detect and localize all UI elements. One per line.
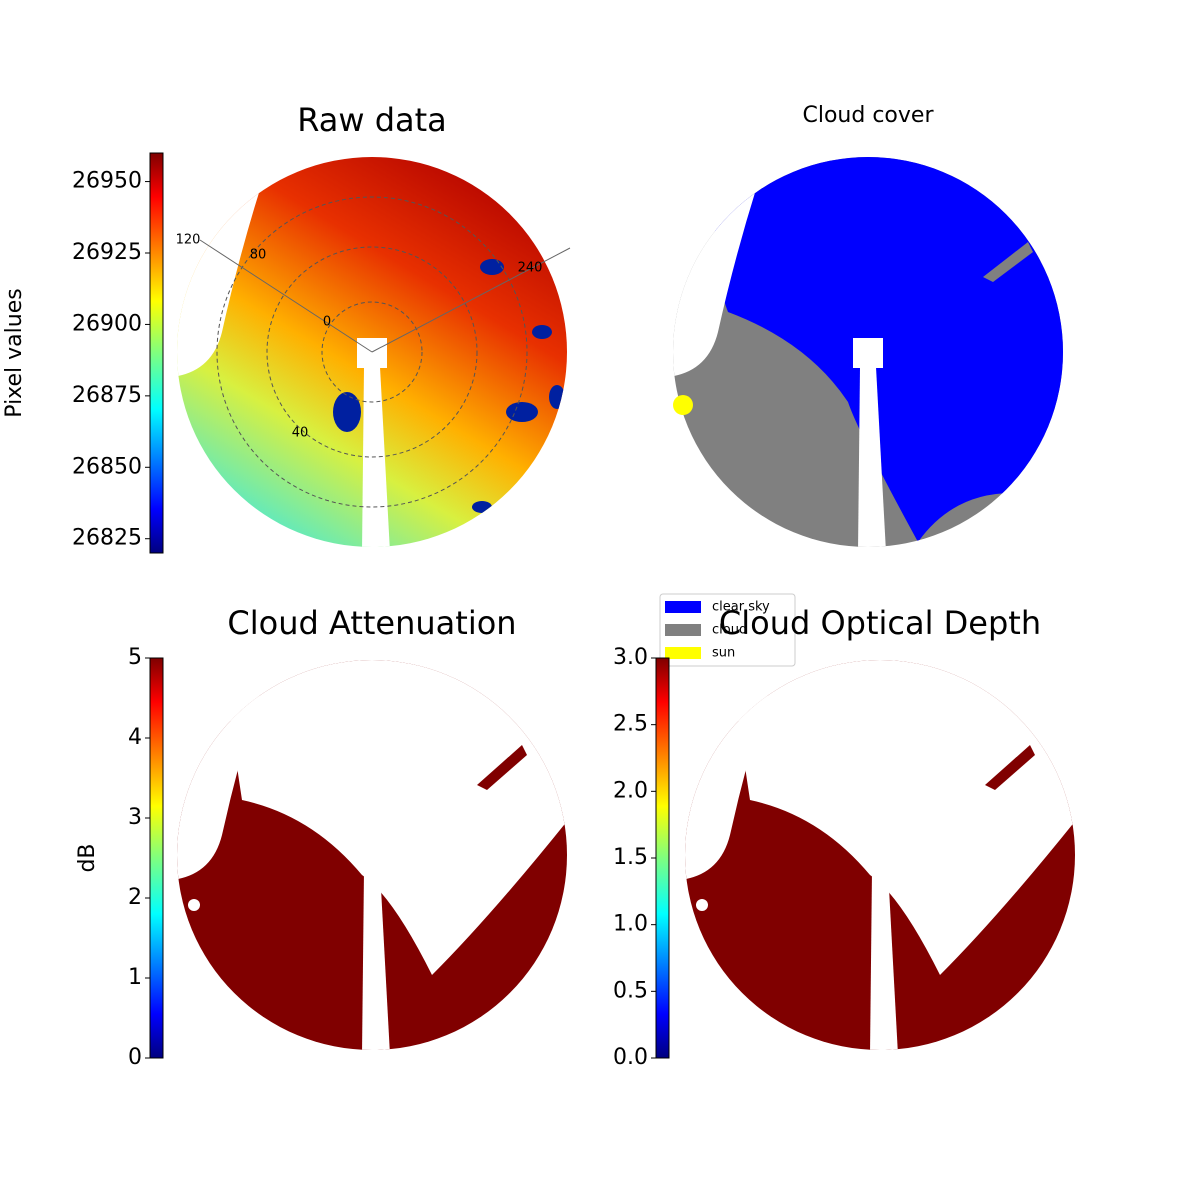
panel-title: Cloud Attenuation — [227, 604, 516, 642]
mast-strip — [870, 870, 898, 1050]
cloud-band — [985, 745, 1035, 790]
legend-swatch — [665, 624, 701, 636]
colorbar-tick-label: 5 — [128, 645, 142, 670]
sky-content — [177, 157, 567, 547]
mast-strip — [362, 367, 390, 547]
sky-image — [177, 157, 567, 547]
legend-swatch — [665, 647, 701, 659]
blob — [532, 325, 552, 339]
colorbar-tick-label: 3 — [128, 805, 142, 830]
colorbar-tick-label: 2.5 — [613, 712, 648, 737]
colorbar-tick-label: 1.5 — [613, 845, 648, 870]
polar-label: 80 — [250, 248, 267, 263]
legend-label: sun — [712, 646, 735, 661]
clear-area — [222, 660, 567, 975]
colorbar-tick-label: 26850 — [72, 454, 142, 479]
colorbar-tick-label: 26950 — [72, 169, 142, 194]
panel-title: Cloud cover — [803, 103, 935, 128]
clear-area — [714, 157, 1063, 542]
sky-content — [685, 660, 1075, 1050]
colorbar-tick-label: 26875 — [72, 383, 142, 408]
colorbar-tick-label: 2.0 — [613, 778, 648, 803]
polar-label: 40 — [292, 426, 309, 441]
colorbar — [655, 657, 670, 1059]
cloud-band — [477, 745, 527, 790]
cloud-band — [983, 242, 1033, 282]
polar-label: 240 — [518, 261, 543, 276]
colorbar-tick-label: 26925 — [72, 240, 142, 265]
colorbar-tick-label: 0.0 — [613, 1045, 648, 1070]
sun-mask — [696, 899, 708, 911]
mast-strip — [858, 367, 886, 547]
colorbar-tick-label: 4 — [128, 725, 142, 750]
azimuth-line — [371, 247, 571, 353]
legend-label: cloud — [712, 623, 747, 638]
colorbar-tick-label: 26825 — [72, 526, 142, 551]
colorbar-tick-label: 3.0 — [613, 645, 648, 670]
blob — [506, 402, 538, 422]
colorbar-tick-label: 1 — [128, 965, 142, 990]
mast-strip — [362, 870, 390, 1050]
sun-mask — [188, 899, 200, 911]
legend-label: clear sky — [712, 600, 770, 615]
azimuth-line — [199, 239, 373, 353]
clear-area — [730, 660, 1075, 975]
colorbar — [149, 657, 164, 1059]
polar-label: 0 — [323, 315, 331, 330]
legend-swatch — [665, 601, 701, 613]
sky-image — [177, 660, 567, 1050]
center-mask — [853, 338, 883, 368]
range-ring — [266, 246, 478, 458]
range-ring — [321, 301, 423, 403]
blob — [480, 259, 504, 275]
panel-title: Cloud Optical Depth — [719, 604, 1041, 642]
sky-content — [673, 157, 1063, 547]
colorbar-label: dB — [75, 843, 100, 872]
colorbar-tick-label: 26900 — [72, 311, 142, 336]
sky-content — [177, 660, 567, 1050]
blob — [472, 501, 492, 513]
panel-title: Raw data — [297, 101, 447, 139]
polar-label: 120 — [176, 233, 201, 248]
colorbar — [149, 152, 164, 554]
blob — [549, 385, 565, 409]
colorbar-tick-label: 0.5 — [613, 978, 648, 1003]
colorbar-tick-label: 0 — [128, 1045, 142, 1070]
blob — [333, 392, 361, 432]
sun — [673, 395, 693, 415]
colorbar-label: Pixel values — [2, 288, 27, 417]
sky-image — [673, 157, 1063, 547]
colorbar-tick-label: 1.0 — [613, 912, 648, 937]
range-ring — [216, 196, 528, 508]
sky-image — [685, 660, 1075, 1050]
colorbar-tick-label: 2 — [128, 885, 142, 910]
center-mask — [357, 338, 387, 368]
